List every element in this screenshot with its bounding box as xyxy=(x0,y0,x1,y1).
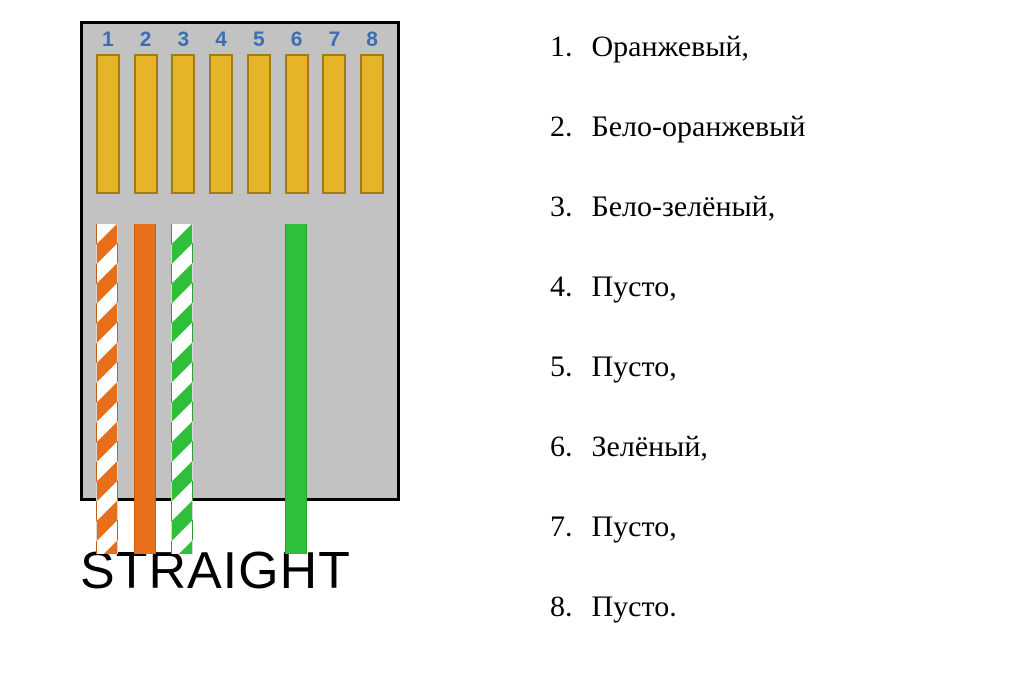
legend-panel: 1. Оранжевый, 2. Бело-оранжевый 3. Бело-зе… xyxy=(520,0,1024,683)
connector-wrap: 1 2 3 4 5 6 7 8 xyxy=(80,21,400,501)
wires-row xyxy=(83,224,397,554)
wire-slot xyxy=(285,224,309,554)
wire-slot xyxy=(171,224,195,554)
legend-item-number: 8. xyxy=(550,590,584,624)
wire-slot xyxy=(360,224,384,554)
legend-item-number: 2. xyxy=(550,110,584,144)
gold-pin xyxy=(209,54,233,194)
legend-item: 3. Бело-зелёный, xyxy=(550,190,1024,224)
legend-item-label: Пусто, xyxy=(584,510,677,543)
legend-item-number: 4. xyxy=(550,270,584,304)
legend-item-number: 6. xyxy=(550,430,584,464)
legend-item-number: 3. xyxy=(550,190,584,224)
gold-pin xyxy=(360,54,384,194)
gold-pin xyxy=(285,54,309,194)
pin-number: 7 xyxy=(322,28,346,52)
legend-item-number: 5. xyxy=(550,350,584,384)
pin-number: 1 xyxy=(96,28,120,52)
legend-item: 6. Зелёный, xyxy=(550,430,1024,464)
wire-slot xyxy=(209,224,233,554)
gold-pin xyxy=(171,54,195,194)
pin-numbers-row: 1 2 3 4 5 6 7 8 xyxy=(83,28,397,52)
legend-item-label: Пусто, xyxy=(584,350,677,383)
wire-slot xyxy=(247,224,271,554)
connector-body: 1 2 3 4 5 6 7 8 xyxy=(80,21,400,501)
gold-pin xyxy=(134,54,158,194)
legend-item-label: Пусто. xyxy=(584,590,677,623)
legend-item-label: Пусто, xyxy=(584,270,677,303)
legend-item-label: Оранжевый, xyxy=(584,30,749,63)
legend-item-label: Зелёный, xyxy=(584,430,708,463)
legend-item: 2. Бело-оранжевый xyxy=(550,110,1024,144)
legend-item-number: 7. xyxy=(550,510,584,544)
wire xyxy=(96,224,118,554)
legend-item-label: Бело-зелёный, xyxy=(584,190,775,223)
pin-number: 3 xyxy=(171,28,195,52)
legend-item-number: 1. xyxy=(550,30,584,64)
pin-number: 5 xyxy=(247,28,271,52)
wire-slot xyxy=(96,224,120,554)
pin-number: 2 xyxy=(134,28,158,52)
pin-number: 8 xyxy=(360,28,384,52)
legend-item-label: Бело-оранжевый xyxy=(584,110,805,143)
wire-slot xyxy=(134,224,158,554)
wire xyxy=(285,224,307,554)
gold-pins-row xyxy=(83,54,397,194)
wire xyxy=(134,224,156,554)
gold-pin xyxy=(247,54,271,194)
pin-number: 6 xyxy=(285,28,309,52)
legend-item: 7. Пусто, xyxy=(550,510,1024,544)
legend-list: 1. Оранжевый, 2. Бело-оранжевый 3. Бело-зе… xyxy=(550,30,1024,624)
pin-number: 4 xyxy=(209,28,233,52)
gold-pin xyxy=(96,54,120,194)
legend-item: 1. Оранжевый, xyxy=(550,30,1024,64)
gold-pin xyxy=(322,54,346,194)
diagram-container: 1 2 3 4 5 6 7 8 xyxy=(0,0,1024,683)
connector-panel: 1 2 3 4 5 6 7 8 xyxy=(0,0,520,683)
wire-slot xyxy=(322,224,346,554)
wire xyxy=(171,224,193,554)
legend-item: 4. Пусто, xyxy=(550,270,1024,304)
legend-item: 5. Пусто, xyxy=(550,350,1024,384)
legend-item: 8. Пусто. xyxy=(550,590,1024,624)
